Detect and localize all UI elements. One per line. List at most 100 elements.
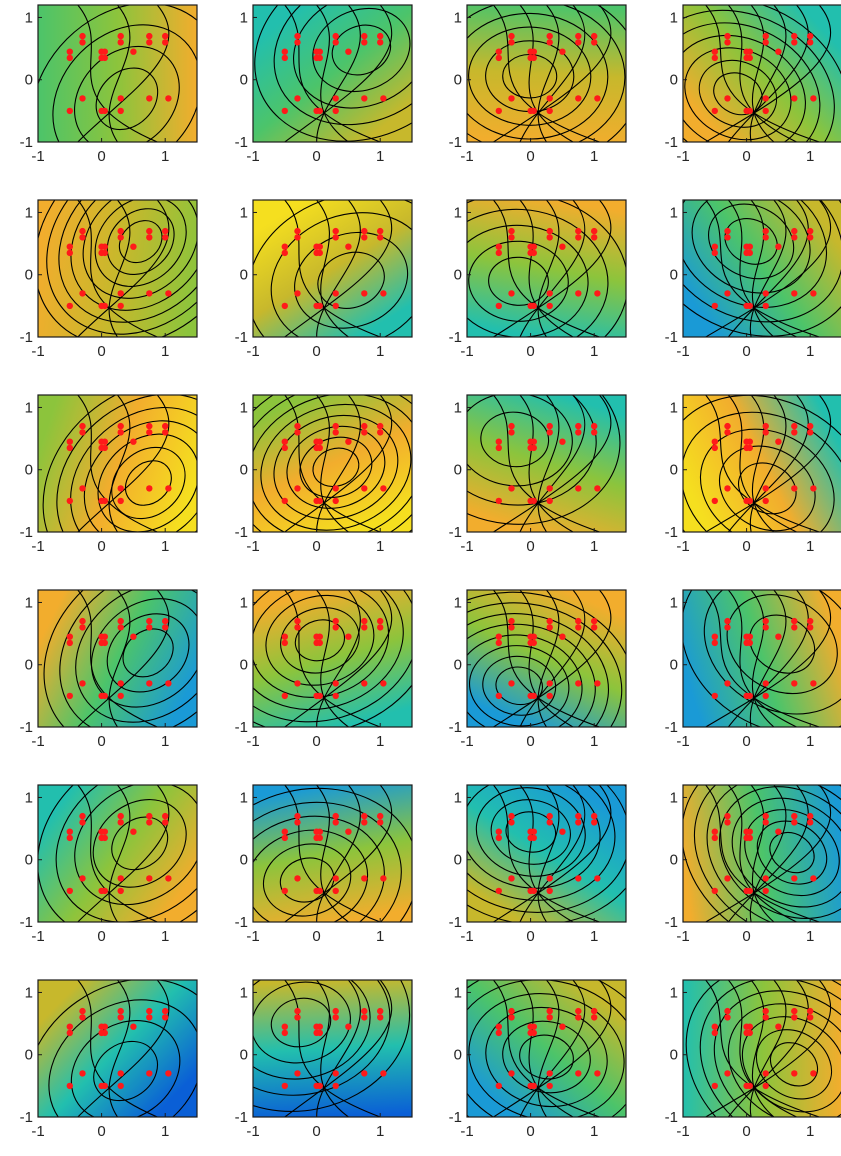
contour-line [467,12,609,140]
marker-point [508,819,515,826]
marker-point [530,1082,537,1090]
contour-line [77,200,170,337]
axes-frame [252,4,413,143]
marker-point [711,1029,718,1037]
marker-point [746,828,753,835]
marker-point [332,692,339,700]
marker-point [361,1014,368,1021]
marker-point [559,1023,566,1030]
marker-point [294,617,301,625]
marker-point [316,1029,323,1037]
marker-point [546,819,553,826]
marker-point [66,107,74,115]
subplot-r2-c2: -1 0 1 -1 0 1 [235,199,413,360]
marker-point [377,819,384,826]
marker-point [165,95,172,102]
marker-point [101,1023,109,1030]
contour-line [519,200,574,337]
marker-point [575,875,582,882]
marker-point [66,249,74,257]
marker-point [146,819,153,826]
marker-point [332,32,339,40]
marker-point [575,1007,582,1015]
contour-line [493,5,600,142]
marker-point [281,48,288,55]
marker-point [762,819,769,826]
marker-point [146,617,153,625]
contour-line [38,980,197,1117]
contour-background [683,980,841,1117]
marker-point [508,227,515,235]
contour-line [467,208,609,337]
marker-point [361,227,368,235]
marker-point [162,1014,169,1021]
contour-line [316,590,349,727]
contour-fill [38,5,197,142]
marker-point [361,875,368,882]
marker-point [546,107,553,115]
marker-point [546,39,553,46]
marker-point [746,243,753,250]
contour-line [273,414,399,520]
contour-fill [683,5,841,142]
contour-background [38,200,197,337]
marker-point [724,227,731,235]
marker-point [361,429,368,436]
x-tick-label: 0 [312,928,320,945]
marker-point [79,39,86,46]
marker-point [791,1007,798,1015]
marker-point [762,32,769,40]
contour-fill [683,980,841,1117]
marker-point [575,1070,582,1077]
contour-line [490,799,571,865]
marker-point [377,234,384,241]
marker-point [546,875,553,882]
contour-line [253,590,412,723]
marker-point [162,429,169,436]
y-tick-label: 1 [454,790,462,807]
contour-line [537,200,560,337]
contour-line [253,829,369,922]
contour-line [316,980,349,1117]
marker-point [594,875,601,882]
contour-line [493,5,612,142]
marker-point [591,39,598,46]
marker-point [66,633,74,640]
y-tick-label: -1 [20,524,33,541]
marker-point [530,828,537,835]
marker-point [591,1007,598,1015]
y-tick-label: -1 [235,134,248,151]
marker-point [508,1070,515,1077]
y-tick-label: 1 [240,205,248,222]
marker-point [380,290,387,297]
marker-point [101,828,109,835]
marker-point [316,692,323,700]
marker-point [281,243,288,250]
marker-point [66,692,74,700]
marker-point [495,1082,502,1090]
marker-point [101,444,109,452]
marker-point [746,302,753,310]
marker-point [345,438,352,445]
contour-line [467,785,601,889]
marker-point [762,302,769,310]
y-tick-label: -1 [235,329,248,346]
subplot-r3-c4: -1 0 1 -1 0 1 [665,394,841,555]
marker-point [530,243,537,250]
contour-line [519,5,574,142]
contour-fill [683,395,841,532]
marker-point [530,438,537,445]
x-tick-label: 0 [312,1123,320,1140]
y-tick-label: 1 [25,595,33,612]
x-tick-label: 1 [806,343,814,360]
axes-frame [682,4,841,143]
subplot-r3-c1: -1 0 1 -1 0 1 [20,394,198,555]
marker-point [79,1007,86,1015]
contour-line [683,785,841,922]
marker-point [332,1070,339,1077]
contour-line [316,590,361,727]
contour-line [284,590,381,727]
marker-point [117,107,124,115]
marker-point [791,680,798,687]
